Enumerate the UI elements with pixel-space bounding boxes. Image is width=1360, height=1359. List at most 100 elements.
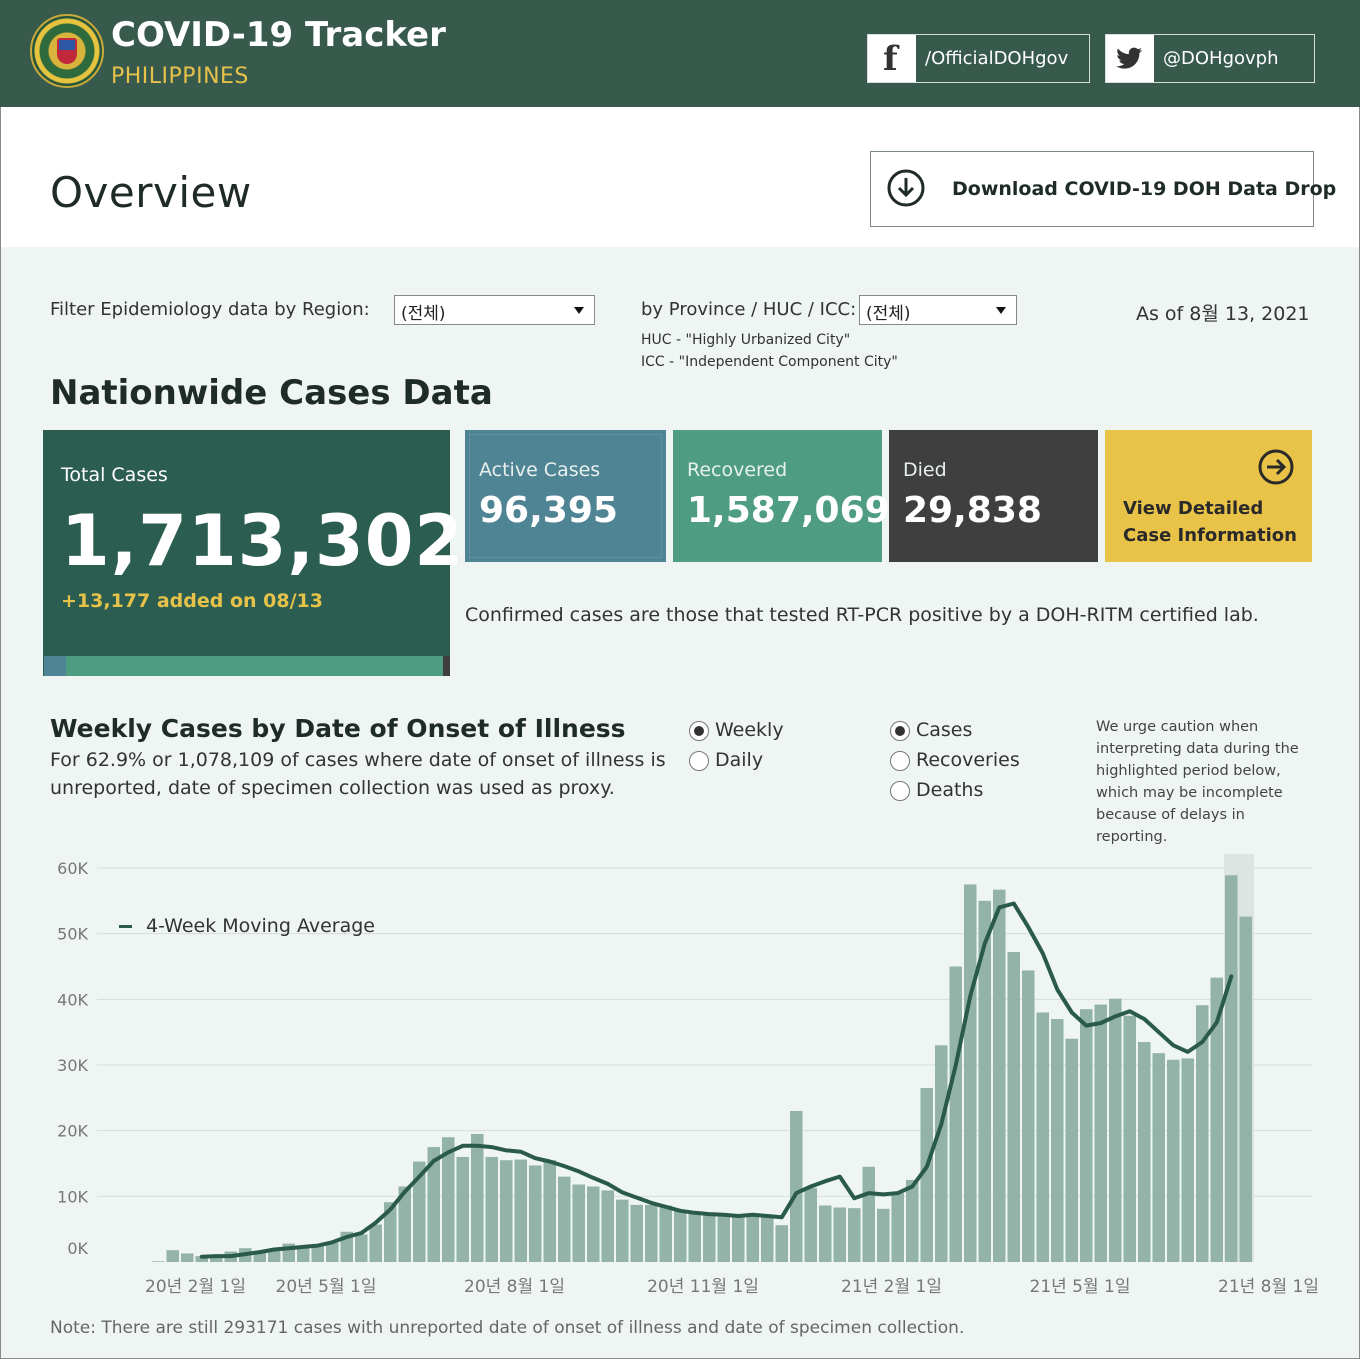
y-tick-label: 30K bbox=[57, 1056, 88, 1075]
moving-average-legend-swatch bbox=[119, 925, 132, 928]
radio-dot bbox=[890, 721, 910, 741]
bar bbox=[166, 1250, 179, 1262]
bar bbox=[790, 1110, 803, 1262]
bar bbox=[848, 1208, 861, 1262]
region-select-value: (전체) bbox=[401, 304, 446, 324]
bar bbox=[833, 1207, 846, 1262]
bar bbox=[253, 1252, 266, 1262]
twitter-link[interactable]: @DOHgovph bbox=[1105, 34, 1315, 83]
bar bbox=[413, 1161, 426, 1262]
bar bbox=[268, 1248, 281, 1262]
bar bbox=[529, 1165, 542, 1262]
radio-dot bbox=[890, 781, 910, 801]
bar bbox=[558, 1176, 571, 1262]
bar bbox=[1080, 1009, 1093, 1262]
bar bbox=[1109, 998, 1122, 1262]
view-detailed-line2: Case Information bbox=[1123, 525, 1297, 546]
arrow-right-circle-icon bbox=[1258, 449, 1294, 485]
bar bbox=[616, 1199, 629, 1262]
region-select[interactable]: (전체) bbox=[394, 295, 595, 325]
bar bbox=[210, 1255, 223, 1262]
bar bbox=[427, 1147, 440, 1262]
bar bbox=[1138, 1042, 1151, 1262]
bar bbox=[1210, 977, 1223, 1262]
bar bbox=[572, 1184, 585, 1262]
bar bbox=[398, 1186, 411, 1262]
bar bbox=[485, 1156, 498, 1262]
x-tick-label: 20년 11월 1일 bbox=[647, 1277, 759, 1297]
weekly-cases-chart[interactable]: 60K 50K 40K 30K 20K 10K 0K 20년 2월 1일 20년 5월 1일 20… bbox=[0, 840, 1360, 1310]
bar bbox=[601, 1190, 614, 1262]
caution-note: We urge caution when interpreting data d… bbox=[1096, 719, 1299, 845]
bar bbox=[1225, 875, 1238, 1262]
facebook-link[interactable]: f /OfficialDOHgov bbox=[867, 34, 1090, 83]
radio-cases-label: Cases bbox=[916, 719, 973, 741]
moving-average-line bbox=[199, 901, 1234, 1259]
icc-note: ICC - "Independent Component City" bbox=[641, 354, 898, 370]
bar bbox=[949, 966, 962, 1262]
bar bbox=[1094, 1004, 1107, 1262]
radio-dot bbox=[689, 751, 709, 771]
total-cases-value: 1,713,302 bbox=[61, 500, 465, 582]
bar bbox=[543, 1160, 556, 1262]
bar bbox=[456, 1156, 469, 1262]
bar bbox=[674, 1211, 687, 1262]
bar bbox=[514, 1159, 527, 1262]
dropdown-arrow-icon bbox=[996, 307, 1006, 314]
bar bbox=[1036, 1012, 1049, 1262]
bar bbox=[920, 1087, 933, 1262]
download-data-drop-button[interactable] bbox=[870, 151, 1314, 227]
bar bbox=[964, 884, 977, 1262]
bar bbox=[471, 1133, 484, 1262]
facebook-handle: /OfficialDOHgov bbox=[925, 48, 1069, 69]
app-subtitle: PHILIPPINES bbox=[111, 64, 249, 89]
bar bbox=[891, 1193, 904, 1262]
radio-recoveries-label: Recoveries bbox=[916, 749, 1020, 771]
province-select[interactable]: (전체) bbox=[859, 295, 1017, 325]
cases-added: +13,177 added on 08/13 bbox=[61, 590, 323, 612]
bar bbox=[862, 1166, 875, 1262]
view-detailed-button[interactable]: View Detailed Case Information bbox=[1105, 430, 1312, 562]
app-title: COVID-19 Tracker bbox=[111, 15, 446, 55]
bar bbox=[906, 1179, 919, 1262]
died-label: Died bbox=[903, 459, 947, 481]
bar bbox=[819, 1205, 832, 1262]
active-cases-value: 96,395 bbox=[479, 490, 618, 531]
recovered-share-bar bbox=[66, 656, 443, 676]
y-tick-label: 0K bbox=[67, 1239, 88, 1258]
bar bbox=[1065, 1038, 1078, 1262]
bar bbox=[703, 1214, 716, 1262]
x-tick-label: 20년 2월 1일 bbox=[145, 1277, 246, 1297]
bar bbox=[775, 1225, 788, 1262]
y-tick-label: 50K bbox=[57, 925, 88, 944]
bar bbox=[195, 1256, 208, 1262]
bar bbox=[152, 1261, 165, 1262]
facebook-icon: f bbox=[883, 39, 898, 79]
x-tick-label: 21년 8월 1일 bbox=[1218, 1277, 1319, 1297]
overview-title: Overview bbox=[50, 168, 252, 217]
bar bbox=[369, 1224, 382, 1262]
bar bbox=[746, 1214, 759, 1262]
x-tick-label: 21년 2월 1일 bbox=[841, 1277, 942, 1297]
bar bbox=[1196, 1005, 1209, 1262]
radio-daily-label: Daily bbox=[715, 749, 764, 771]
radio-dot bbox=[890, 751, 910, 771]
bar bbox=[1051, 1019, 1064, 1262]
huc-note: HUC - "Highly Urbanized City" bbox=[641, 332, 851, 348]
bar bbox=[1239, 916, 1252, 1262]
doh-seal-icon[interactable] bbox=[30, 14, 104, 88]
dropdown-arrow-icon bbox=[574, 307, 584, 314]
unreported-note: Note: There are still 293171 cases with … bbox=[50, 1318, 965, 1338]
bar bbox=[384, 1202, 397, 1262]
recovered-card[interactable]: Recovered 1,587,069 bbox=[673, 430, 890, 562]
moving-average-legend-label: 4-Week Moving Average bbox=[146, 915, 375, 937]
bar bbox=[355, 1234, 368, 1262]
active-cases-card[interactable]: Active Cases 96,395 bbox=[465, 430, 666, 562]
weekly-chart-subtitle-line2: unreported, date of specimen collection … bbox=[50, 777, 615, 799]
bar bbox=[645, 1204, 658, 1262]
bar bbox=[442, 1137, 455, 1262]
died-card[interactable]: Died 29,838 bbox=[889, 430, 1098, 562]
app-header: COVID-19 Tracker PHILIPPINES f /Official… bbox=[0, 0, 1360, 107]
bar bbox=[804, 1187, 817, 1262]
twitter-icon bbox=[1116, 47, 1142, 69]
